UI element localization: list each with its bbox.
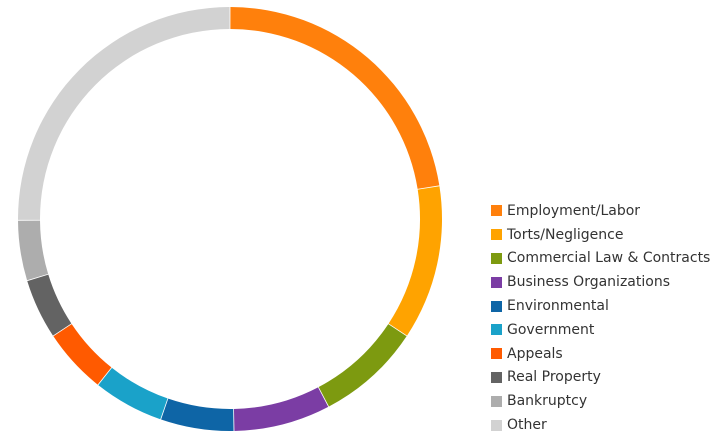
legend-item-business-organizations: Business Organizations xyxy=(491,270,710,294)
legend-label: Real Property xyxy=(507,369,601,386)
donut-slice-torts-negligence xyxy=(388,186,442,336)
legend-swatch xyxy=(491,205,502,217)
legend-label: Environmental xyxy=(507,298,609,315)
legend-swatch xyxy=(491,324,502,336)
legend: Employment/Labor Torts/Negligence Commerci… xyxy=(491,199,710,437)
legend-swatch xyxy=(491,348,502,360)
legend-swatch xyxy=(491,371,502,383)
legend-swatch xyxy=(491,229,502,241)
legend-label: Appeals xyxy=(507,345,563,362)
legend-swatch xyxy=(491,300,502,312)
legend-label: Torts/Negligence xyxy=(507,226,624,243)
legend-item-other: Other xyxy=(491,413,710,437)
legend-label: Business Organizations xyxy=(507,274,670,291)
donut-slice-other xyxy=(18,7,230,220)
donut-slice-bankruptcy xyxy=(18,220,49,281)
legend-label: Commercial Law & Contracts xyxy=(507,250,711,267)
legend-item-real-property: Real Property xyxy=(491,366,710,390)
legend-item-environmental: Environmental xyxy=(491,294,710,318)
legend-swatch xyxy=(491,276,502,288)
donut-slice-commercial-law-contracts xyxy=(318,324,407,407)
donut-slice-environmental xyxy=(161,398,234,431)
donut-slice-real-property xyxy=(27,274,72,336)
donut-slice-business-organizations xyxy=(233,387,329,431)
donut-slice-appeals xyxy=(53,324,112,385)
legend-swatch xyxy=(491,252,502,264)
legend-label: Bankruptcy xyxy=(507,393,588,410)
legend-label: Employment/Labor xyxy=(507,202,641,219)
legend-item-government: Government xyxy=(491,318,710,342)
legend-label: Other xyxy=(507,417,547,434)
legend-item-employment-labor: Employment/Labor xyxy=(491,199,710,223)
legend-swatch xyxy=(491,395,502,407)
legend-item-appeals: Appeals xyxy=(491,342,710,366)
legend-item-torts-negligence: Torts/Negligence xyxy=(491,223,710,247)
legend-swatch xyxy=(491,419,502,431)
donut-slice-government xyxy=(98,367,168,420)
legend-label: Government xyxy=(507,321,595,338)
legend-item-bankruptcy: Bankruptcy xyxy=(491,389,710,413)
donut-slice-employment-labor xyxy=(230,7,440,189)
legend-item-commercial-law-contracts: Commercial Law & Contracts xyxy=(491,247,710,271)
